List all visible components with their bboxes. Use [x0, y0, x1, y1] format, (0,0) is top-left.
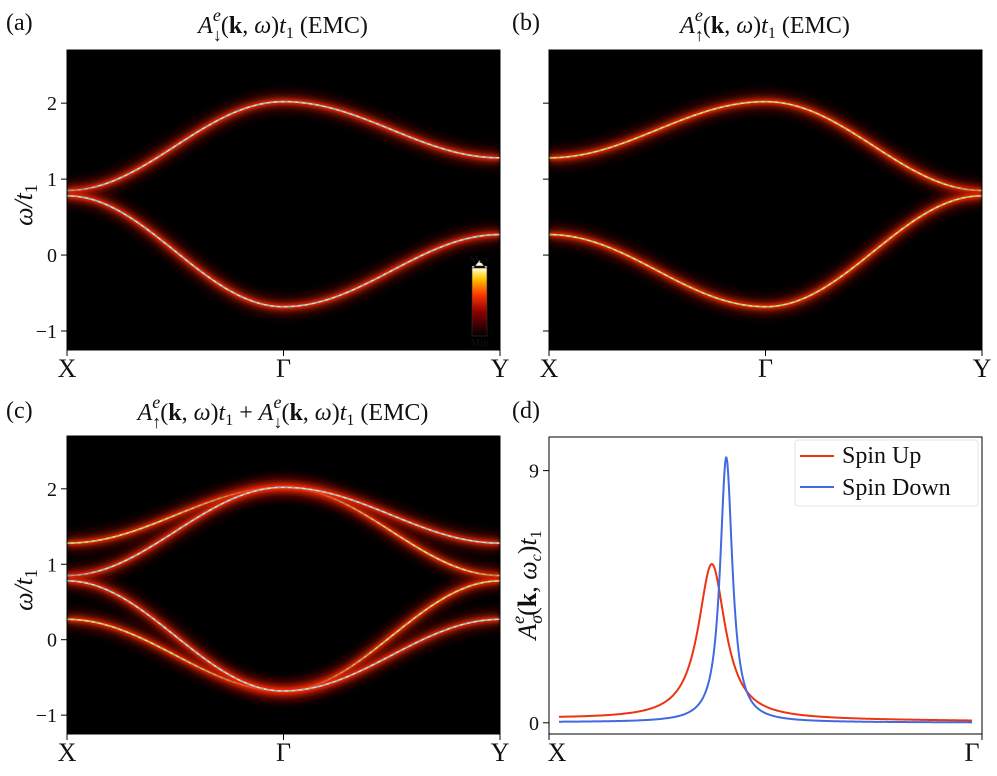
- panel-a-title: A↓e(k, ω)t1 (EMC): [196, 5, 368, 45]
- band-down-upper-dashed-fit: [67, 486, 500, 577]
- panel-c-label: (c): [6, 398, 33, 424]
- band-up-lower-dashed-fit: [549, 195, 982, 308]
- y-tick-label: 9: [529, 461, 539, 483]
- y-tick-label: 0: [47, 630, 57, 652]
- panel-d-y-ticks: 09: [529, 461, 549, 735]
- y-tick-label: 1: [47, 169, 57, 191]
- x-tick-label: Y: [491, 738, 510, 767]
- panel-b-title: A↑e(k, ω)t1 (EMC): [678, 5, 850, 45]
- legend-spin-up-label: Spin Up: [842, 443, 921, 469]
- panel-d-lines: [558, 456, 973, 724]
- panel-c-y-ticks: −1 0 1 2: [36, 479, 67, 727]
- y-tick-label: 0: [529, 713, 539, 735]
- x-tick-label: Y: [491, 354, 510, 383]
- panel-a-y-ticks: −1 0 1 2: [36, 93, 67, 343]
- y-tick-label: −1: [36, 321, 57, 343]
- band-up-upper-dashed-fit: [549, 101, 982, 192]
- y-tick-label: 2: [47, 479, 57, 501]
- x-tick-label: Y: [973, 354, 992, 383]
- band-down-lower-dashed-fit: [67, 195, 500, 308]
- x-tick-label: Γ: [964, 738, 979, 767]
- x-tick-label: Γ: [276, 354, 291, 383]
- x-tick-label: X: [58, 354, 77, 383]
- y-tick-label: 2: [47, 93, 57, 115]
- colorbar-min-label: Min: [470, 337, 489, 349]
- x-tick-label: Γ: [758, 354, 773, 383]
- panel-d-ylabel: Aσe(k, ωc)t1: [508, 530, 546, 641]
- panel-b-label: (b): [512, 10, 540, 36]
- spin-up-line: [558, 562, 973, 722]
- panel-c: (c) A↑e(k, ω)t1 + A↓e(k, ω)t1 (EMC) −1 0 1…: [6, 392, 510, 767]
- panel-b: (b) A↑e(k, ω)t1 (EMC) X Γ Y: [512, 5, 992, 383]
- y-tick-label: 1: [47, 554, 57, 576]
- panel-a-colorbar: Max Min: [469, 254, 490, 349]
- band-down-upper-dashed-fit: [67, 101, 500, 192]
- y-tick-label: 0: [47, 245, 57, 267]
- panel-c-ylabel: ω/t1: [9, 569, 41, 611]
- x-tick-label: X: [548, 738, 567, 767]
- panel-a-bands: [67, 93, 500, 315]
- panel-b-bands: [549, 93, 982, 315]
- band-up-lower-dashed-fit: [67, 580, 500, 692]
- y-tick-label: −1: [36, 705, 57, 727]
- band-down-lower-dashed-fit: [67, 580, 500, 692]
- panel-c-bands: [67, 479, 500, 700]
- panel-a-label: (a): [6, 10, 33, 36]
- colorbar-max-label: Max: [469, 254, 490, 266]
- panel-a: (a) A↓e(k, ω)t1 (EMC) −1 0 1 2 X Γ Y ω/t1 Max…: [6, 5, 510, 383]
- legend-spin-down-label: Spin Down: [842, 475, 951, 501]
- panel-d-label: (d): [512, 398, 540, 424]
- x-tick-label: Γ: [276, 738, 291, 767]
- panel-d-legend: Spin Up Spin Down: [794, 439, 979, 507]
- spin-down-line: [558, 456, 973, 724]
- panel-a-ylabel: ω/t1: [9, 184, 41, 226]
- panel-b-y-ticks: [543, 102, 549, 332]
- x-tick-label: X: [58, 738, 77, 767]
- x-tick-label: X: [540, 354, 559, 383]
- panel-c-title: A↑e(k, ω)t1 + A↓e(k, ω)t1 (EMC): [136, 392, 429, 432]
